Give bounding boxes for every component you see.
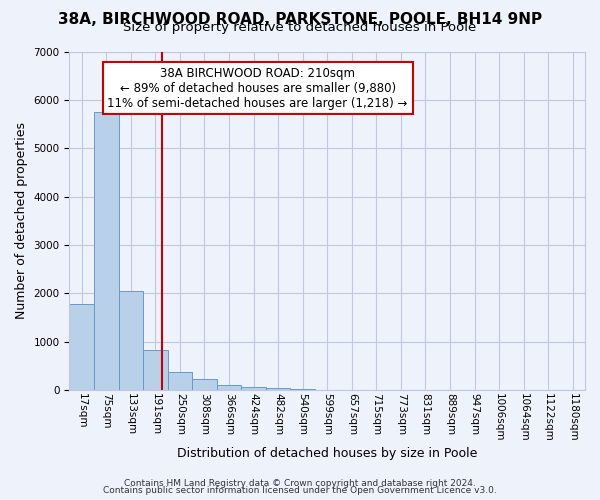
Bar (94, 112, 119, 390)
Text: Contains public sector information licensed under the Open Government Licence v3: Contains public sector information licen… (103, 486, 497, 495)
Text: Size of property relative to detached houses in Poole: Size of property relative to detached ho… (124, 22, 476, 35)
Bar (241, 387, 266, 390)
Bar (217, 385, 241, 390)
Bar (266, 388, 290, 390)
Bar (192, 379, 217, 390)
Text: Contains HM Land Registry data © Crown copyright and database right 2024.: Contains HM Land Registry data © Crown c… (124, 478, 476, 488)
Bar (119, 291, 143, 390)
X-axis label: Distribution of detached houses by size in Poole: Distribution of detached houses by size … (177, 447, 478, 460)
Text: 38A BIRCHWOOD ROAD: 210sqm
← 89% of detached houses are smaller (9,880)
11% of s: 38A BIRCHWOOD ROAD: 210sqm ← 89% of deta… (107, 66, 408, 110)
Y-axis label: Number of detached properties: Number of detached properties (15, 122, 28, 319)
Bar (167, 372, 192, 390)
Bar (143, 350, 167, 390)
Bar (70, 304, 94, 390)
Text: 38A, BIRCHWOOD ROAD, PARKSTONE, POOLE, BH14 9NP: 38A, BIRCHWOOD ROAD, PARKSTONE, POOLE, B… (58, 12, 542, 26)
